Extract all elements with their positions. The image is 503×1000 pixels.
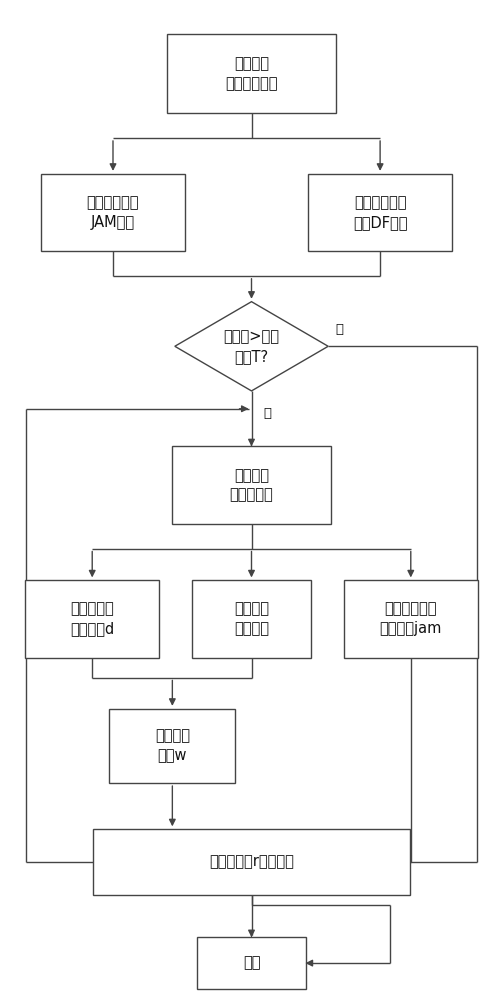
- Text: 路段拥堵指数
JAM计算: 路段拥堵指数 JAM计算: [87, 195, 139, 230]
- FancyBboxPatch shape: [308, 174, 452, 251]
- FancyBboxPatch shape: [93, 829, 410, 895]
- Text: 高架拥堵指数
实时计算jam: 高架拥堵指数 实时计算jam: [380, 602, 442, 636]
- FancyBboxPatch shape: [192, 580, 311, 658]
- Text: 卡口数据
分析预处理: 卡口数据 分析预处理: [230, 468, 273, 503]
- Text: 匝道控制率r实时计算: 匝道控制率r实时计算: [209, 854, 294, 869]
- FancyBboxPatch shape: [26, 580, 159, 658]
- FancyBboxPatch shape: [344, 580, 477, 658]
- Text: 是: 是: [264, 407, 272, 420]
- Text: 时间差>控制
周期T?: 时间差>控制 周期T?: [223, 329, 280, 364]
- Polygon shape: [175, 302, 328, 391]
- FancyBboxPatch shape: [109, 709, 235, 783]
- Text: 匝道流量
实时计算: 匝道流量 实时计算: [234, 602, 269, 636]
- Text: 等待: 等待: [243, 956, 260, 971]
- FancyBboxPatch shape: [167, 34, 336, 113]
- FancyBboxPatch shape: [197, 937, 306, 989]
- Text: 匝道车辆来源
比例DF计算: 匝道车辆来源 比例DF计算: [353, 195, 407, 230]
- FancyBboxPatch shape: [41, 174, 185, 251]
- Text: 排队长度
估计w: 排队长度 估计w: [155, 729, 190, 763]
- Text: 上匝道通行
需求估计d: 上匝道通行 需求估计d: [70, 602, 114, 636]
- Text: 否: 否: [336, 323, 344, 336]
- FancyBboxPatch shape: [173, 446, 330, 524]
- Text: 高架历史
数据计算更新: 高架历史 数据计算更新: [225, 56, 278, 91]
